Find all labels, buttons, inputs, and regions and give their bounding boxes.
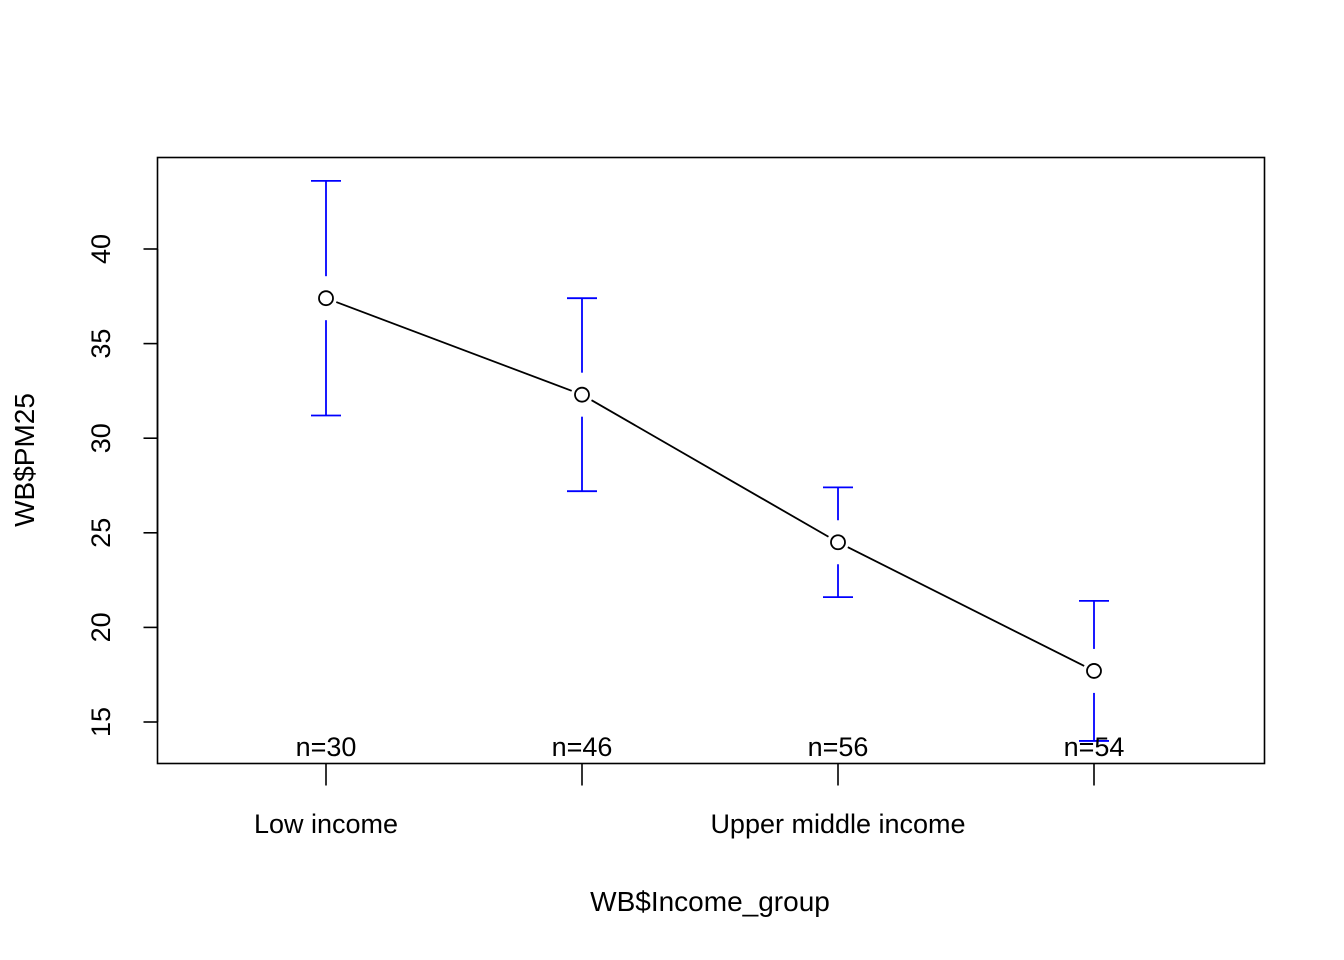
x-tick-label: Low income: [254, 809, 398, 839]
y-axis-title: WB$PM25: [9, 393, 40, 527]
data-points: [318, 290, 1102, 679]
data-point: [830, 534, 846, 551]
y-tick-label: 30: [86, 423, 116, 453]
error-bars: [311, 179, 1109, 742]
y-tick-label: 40: [86, 234, 116, 264]
x-axis: Low income Upper middle income: [254, 763, 1095, 839]
y-axis: 15 20 25 30 35 40: [86, 234, 159, 737]
n-label: n=54: [1064, 732, 1125, 762]
y-tick-label: 35: [86, 329, 116, 359]
y-tick-label: 20: [86, 612, 116, 642]
n-label: n=46: [552, 732, 613, 762]
y-tick-label: 15: [86, 707, 116, 737]
data-point: [1086, 663, 1102, 679]
x-tick-label: Upper middle income: [710, 809, 965, 839]
data-point: [574, 386, 590, 403]
series-segment: [591, 399, 829, 538]
series-line: [335, 301, 1085, 667]
n-labels: n=30 n=46 n=56 n=54: [296, 732, 1125, 762]
plot-frame: [156, 156, 1266, 765]
y-tick-label: 25: [86, 518, 116, 548]
error-bar: [823, 486, 853, 599]
error-bar: [311, 179, 341, 417]
error-bar: [567, 297, 597, 493]
data-point: [318, 290, 334, 307]
error-bar: [1079, 600, 1109, 742]
series-segment: [847, 546, 1085, 667]
series-segment: [335, 301, 573, 392]
n-label: n=30: [296, 732, 357, 762]
x-axis-title: WB$Income_group: [590, 886, 830, 917]
n-label: n=56: [808, 732, 869, 762]
